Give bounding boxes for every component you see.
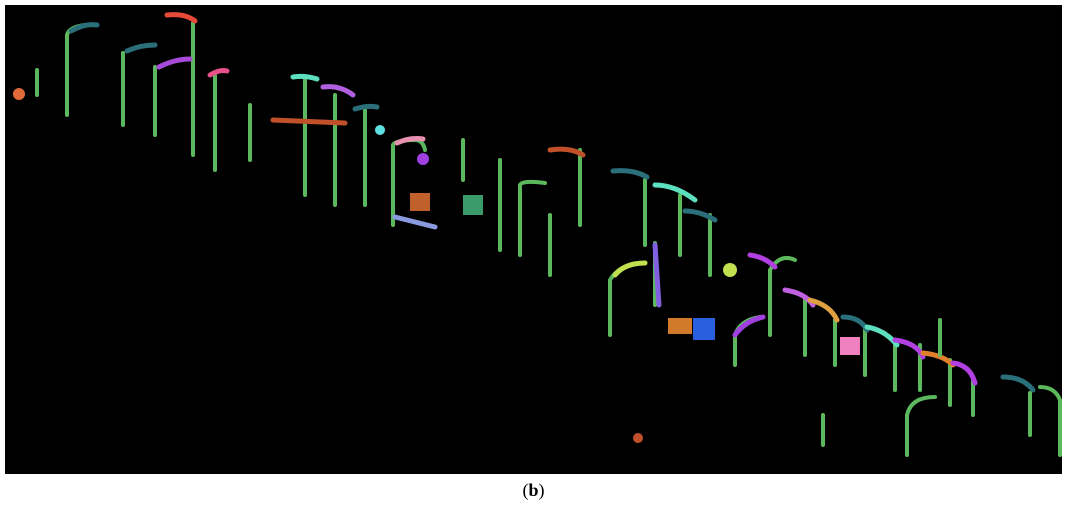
caption-close: ) [539,480,545,500]
object [410,193,430,211]
caption-label: b [528,480,538,500]
object [633,433,643,443]
object [463,195,483,215]
object [668,318,692,334]
object [723,263,737,277]
point-cloud-image [5,5,1062,474]
object [375,125,385,135]
pole-arm [273,120,345,123]
figure: (b) [0,0,1067,508]
pole-arm [355,106,377,109]
object [840,337,860,355]
object [13,88,25,100]
object [417,153,429,165]
pole-arm [293,76,317,79]
figure-caption: (b) [0,480,1067,501]
background [5,5,1062,474]
object [693,318,715,340]
